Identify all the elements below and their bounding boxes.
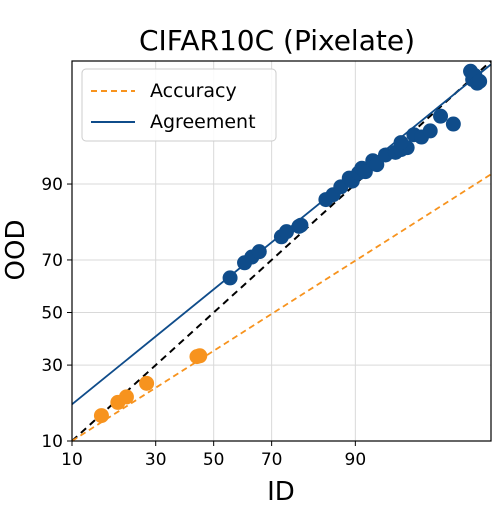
legend-agreement-label: Agreement	[150, 111, 256, 133]
agreement-point	[357, 164, 373, 180]
accuracy-point	[93, 408, 109, 424]
reference-line-layer	[71, 60, 492, 442]
agreement-point	[445, 116, 461, 132]
agreement-point	[251, 244, 267, 260]
x-tick-label: 50	[203, 450, 225, 470]
x-tick-label: 30	[145, 450, 167, 470]
reference-diagonal-line	[71, 60, 492, 442]
agreement-point	[222, 270, 238, 286]
y-tick-label: 50	[41, 304, 63, 324]
plot-frame	[71, 60, 492, 442]
y-tick-label: 70	[41, 251, 63, 271]
agreement-point	[433, 108, 449, 124]
y-tick-labels: 10 30 50 70 90	[41, 175, 72, 452]
data-points	[93, 63, 488, 424]
x-axis-label: ID	[267, 477, 295, 507]
accuracy-point	[139, 375, 155, 391]
y-tick-label: 30	[41, 356, 63, 376]
x-tick-label: 90	[345, 450, 367, 470]
agreement-point	[369, 157, 385, 173]
y-axis-label: OOD	[1, 220, 31, 281]
agreement-point	[422, 123, 438, 139]
agreement-point	[293, 217, 309, 233]
accuracy-point	[192, 348, 208, 364]
y-tick-label: 90	[41, 175, 63, 195]
x-tick-labels: 10 30 50 70 90	[61, 441, 366, 470]
agreement-point	[393, 135, 409, 151]
y-tick-label: 10	[41, 432, 63, 452]
x-tick-label: 70	[261, 450, 283, 470]
accuracy-point	[118, 389, 134, 405]
chart-title: CIFAR10C (Pixelate)	[139, 24, 415, 57]
legend: Accuracy Agreement	[81, 68, 277, 142]
agreement-point	[472, 73, 488, 89]
agreement-point	[279, 224, 295, 240]
accuracy-fit-line	[71, 173, 492, 442]
x-tick-label: 10	[61, 450, 83, 470]
legend-accuracy-label: Accuracy	[150, 80, 237, 102]
